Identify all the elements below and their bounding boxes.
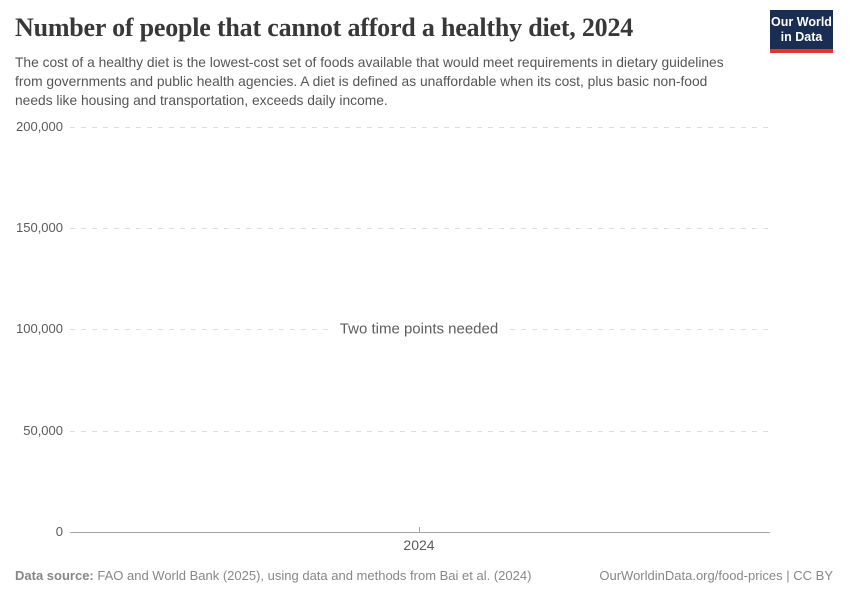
owid-logo-line1: Our World <box>771 14 832 29</box>
y-tick-label: 100,000 <box>16 321 63 336</box>
data-source-text: FAO and World Bank (2025), using data an… <box>93 568 532 583</box>
gridline-200000 <box>70 127 768 128</box>
gridline-50000 <box>70 431 768 432</box>
license-link[interactable]: OurWorldinData.org/food-prices | CC BY <box>599 568 833 583</box>
empty-chart-message: Two time points needed <box>327 317 511 341</box>
chart-subtitle: The cost of a healthy diet is the lowest… <box>15 55 724 108</box>
x-tick-label: 2024 <box>403 537 435 553</box>
x-axis-line <box>70 532 770 533</box>
y-tick-label: 150,000 <box>16 220 63 235</box>
x-tick-mark <box>419 527 420 532</box>
data-source-note: Data source: FAO and World Bank (2025), … <box>15 568 531 583</box>
chart-footer: Data source: FAO and World Bank (2025), … <box>15 568 833 583</box>
data-source-label: Data source: <box>15 568 94 583</box>
y-tick-label: 200,000 <box>16 119 63 134</box>
y-tick-label: 0 <box>55 524 63 539</box>
y-tick-label: 50,000 <box>23 423 63 438</box>
owid-logo-line2: in Data <box>780 29 823 44</box>
owid-logo[interactable]: Our World in Data <box>770 10 833 53</box>
page-title: Number of people that cannot afford a he… <box>15 13 634 42</box>
gridline-150000 <box>70 228 768 229</box>
